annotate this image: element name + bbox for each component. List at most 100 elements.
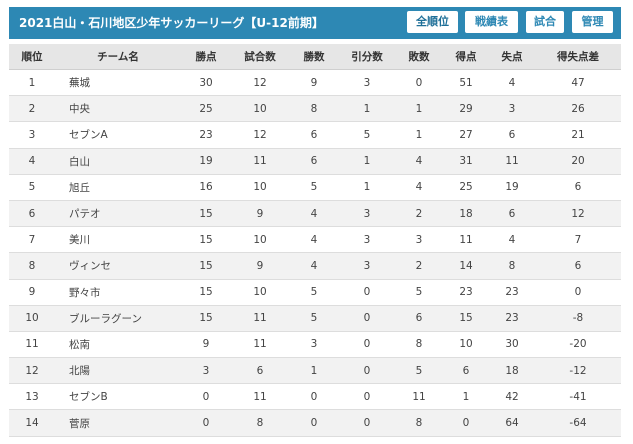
table-row: 5 旭丘 16 10 5 1 4 25 19 6: [9, 174, 621, 201]
goal-diff-cell: 6: [535, 174, 621, 201]
results-table-button[interactable]: 戦績表: [465, 11, 518, 33]
rank-cell: 9: [9, 279, 55, 306]
goal-diff-cell: 20: [535, 148, 621, 175]
standings-body: 1 蕪城 30 12 9 3 0 51 4 47 2 中央 25 10 8 1 1 29 3 26 3 セブンA 23 12 6…: [9, 69, 621, 437]
team-name-cell[interactable]: 蕪城: [55, 69, 181, 97]
table-row: 13 セブンB 0 11 0 0 11 1 42 -41: [9, 383, 621, 411]
goal-diff-cell: -64: [535, 409, 621, 437]
losses-cell: 1: [395, 95, 443, 123]
goals-against-cell: 23: [489, 305, 535, 332]
team-name-cell[interactable]: 野々市: [55, 279, 181, 306]
league-title: 2021白山・石川地区少年サッカーリーグ【U-12前期】: [19, 16, 324, 30]
points-cell: 15: [181, 252, 231, 280]
table-row: 12 北陽 3 6 1 0 5 6 18 -12: [9, 357, 621, 385]
losses-cell: 0: [395, 69, 443, 97]
points-cell: 25: [181, 95, 231, 123]
league-header: 2021白山・石川地区少年サッカーリーグ【U-12前期】 全順位 戦績表 試合 …: [9, 7, 621, 39]
col-played-header: 試合数: [231, 44, 289, 70]
team-name-cell[interactable]: ブルーラグーン: [55, 305, 181, 332]
goals-for-cell: 18: [443, 200, 489, 228]
table-row: 11 松南 9 11 3 0 8 10 30 -20: [9, 331, 621, 359]
draws-cell: 0: [339, 331, 395, 359]
draws-cell: 0: [339, 279, 395, 306]
rank-cell: 8: [9, 252, 55, 280]
draws-cell: 3: [339, 69, 395, 97]
draws-cell: 0: [339, 305, 395, 332]
col-team-header: チーム名: [55, 44, 181, 70]
team-name-cell[interactable]: 松南: [55, 331, 181, 359]
team-name-cell[interactable]: 白山: [55, 148, 181, 175]
points-cell: 16: [181, 174, 231, 201]
wins-cell: 5: [289, 174, 339, 201]
wins-cell: 3: [289, 331, 339, 359]
table-row: 1 蕪城 30 12 9 3 0 51 4 47: [9, 69, 621, 97]
draws-cell: 1: [339, 148, 395, 175]
rank-cell: 1: [9, 69, 55, 97]
goal-diff-cell: -20: [535, 331, 621, 359]
goals-against-cell: 4: [489, 69, 535, 97]
rank-cell: 11: [9, 331, 55, 359]
losses-cell: 3: [395, 226, 443, 254]
points-cell: 15: [181, 200, 231, 228]
goal-diff-cell: 0: [535, 279, 621, 306]
goals-against-cell: 11: [489, 148, 535, 175]
admin-button[interactable]: 管理: [572, 11, 613, 33]
team-name-cell[interactable]: 中央: [55, 95, 181, 123]
matches-button[interactable]: 試合: [526, 11, 564, 33]
goals-for-cell: 10: [443, 331, 489, 359]
table-row: 3 セブンA 23 12 6 5 1 27 6 21: [9, 121, 621, 149]
table-row: 9 野々市 15 10 5 0 5 23 23 0: [9, 279, 621, 306]
losses-cell: 4: [395, 148, 443, 175]
played-cell: 10: [231, 279, 289, 306]
played-cell: 9: [231, 200, 289, 228]
table-row: 4 白山 19 11 6 1 4 31 11 20: [9, 148, 621, 175]
draws-cell: 0: [339, 357, 395, 385]
team-name-cell[interactable]: パテオ: [55, 200, 181, 228]
rank-cell: 13: [9, 383, 55, 411]
team-name-cell[interactable]: ヴィンセ: [55, 252, 181, 280]
wins-cell: 5: [289, 279, 339, 306]
wins-cell: 4: [289, 226, 339, 254]
wins-cell: 6: [289, 121, 339, 149]
team-name-cell[interactable]: セブンB: [55, 383, 181, 411]
rank-cell: 2: [9, 95, 55, 123]
played-cell: 10: [231, 174, 289, 201]
all-standings-button[interactable]: 全順位: [407, 11, 458, 33]
wins-cell: 1: [289, 357, 339, 385]
team-name-cell[interactable]: 菅原: [55, 409, 181, 437]
goals-for-cell: 0: [443, 409, 489, 437]
goals-for-cell: 15: [443, 305, 489, 332]
played-cell: 11: [231, 331, 289, 359]
goals-for-cell: 23: [443, 279, 489, 306]
goal-diff-cell: -41: [535, 383, 621, 411]
rank-cell: 10: [9, 305, 55, 332]
goals-for-cell: 51: [443, 69, 489, 97]
goal-diff-cell: 6: [535, 252, 621, 280]
wins-cell: 5: [289, 305, 339, 332]
played-cell: 9: [231, 252, 289, 280]
played-cell: 11: [231, 383, 289, 411]
played-cell: 12: [231, 121, 289, 149]
team-name-cell[interactable]: セブンA: [55, 121, 181, 149]
points-cell: 3: [181, 357, 231, 385]
goals-for-cell: 25: [443, 174, 489, 201]
col-rank-header: 順位: [9, 44, 55, 70]
draws-cell: 0: [339, 409, 395, 437]
goals-against-cell: 8: [489, 252, 535, 280]
wins-cell: 9: [289, 69, 339, 97]
col-goals-for-header: 得点: [443, 44, 489, 70]
points-cell: 15: [181, 305, 231, 332]
draws-cell: 3: [339, 200, 395, 228]
team-name-cell[interactable]: 美川: [55, 226, 181, 254]
team-name-cell[interactable]: 旭丘: [55, 174, 181, 201]
goal-diff-cell: 7: [535, 226, 621, 254]
goals-for-cell: 27: [443, 121, 489, 149]
played-cell: 10: [231, 95, 289, 123]
losses-cell: 2: [395, 200, 443, 228]
team-name-cell[interactable]: 北陽: [55, 357, 181, 385]
goals-against-cell: 19: [489, 174, 535, 201]
wins-cell: 4: [289, 252, 339, 280]
goals-for-cell: 31: [443, 148, 489, 175]
losses-cell: 8: [395, 331, 443, 359]
wins-cell: 4: [289, 200, 339, 228]
